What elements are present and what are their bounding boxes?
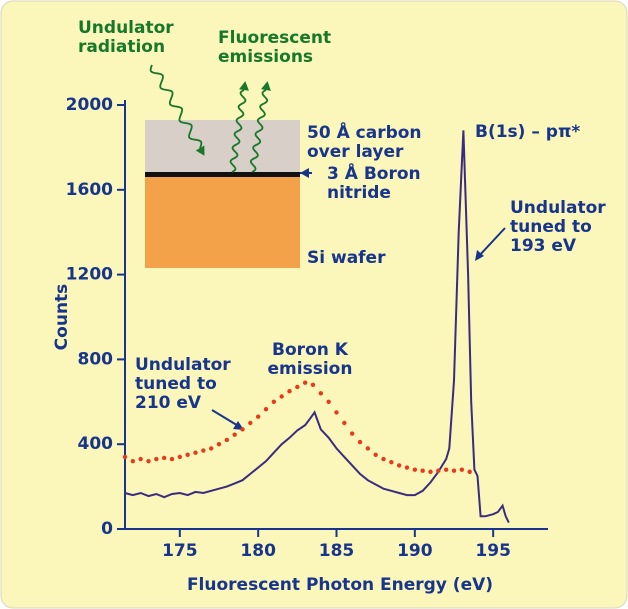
data-dot [342,420,347,426]
data-dot [216,442,222,447]
data-dot [302,380,308,385]
data-dot [365,446,371,451]
data-dot [326,399,331,404]
arrowhead [261,81,271,91]
data-dot [169,456,175,462]
arrowhead [195,145,205,156]
data-dot [279,394,284,399]
data-dot [248,420,253,426]
annotation: Undulator [510,198,606,218]
annotation: emission [268,359,353,379]
y-tick-label: 0 [101,519,113,539]
data-dot [255,414,261,419]
data-dot [467,469,472,474]
annotation: 193 eV [510,236,577,256]
wavy-arrow [149,64,203,149]
wavy-arrow [249,89,269,173]
data-dot [436,468,441,473]
x-tick-label: 195 [475,541,511,561]
data-dot [428,469,433,474]
data-dot [193,450,198,455]
data-dot [287,389,292,394]
data-dot [318,391,324,396]
annotation: 50 Å carbon [307,120,422,143]
data-dot [271,399,277,404]
data-line [124,130,510,524]
annotation: B(1s) – pπ* [475,122,580,142]
data-dot [389,460,394,465]
data-dot [334,410,339,415]
annotation: Fluorescent [218,28,331,48]
data-dot [459,467,465,472]
annotation: Undulator [135,355,231,375]
wavy-arrow [229,89,247,173]
annotation: Undulator [78,18,174,38]
annotation: Boron K [272,340,349,360]
si-wafer [145,177,300,268]
data-dot [161,455,167,461]
data-dot [420,468,425,473]
y-tick-label: 1200 [66,265,113,285]
x-tick-label: 175 [162,541,198,561]
data-dot [177,454,183,460]
y-tick-label: 2000 [66,95,113,115]
data-dot [357,439,363,445]
data-dot [295,384,300,390]
y-tick-label: 800 [78,349,114,369]
annotation: nitride [327,183,391,203]
data-dot [263,407,269,412]
data-dot [122,454,128,460]
data-dot [404,465,410,470]
bn-layer [145,172,300,177]
x-tick-label: 180 [240,541,276,561]
arrows [211,168,506,430]
data-dot [381,456,386,462]
annotation: Si wafer [307,248,386,268]
arrow [477,227,506,258]
y-axis-label: Counts [52,284,72,351]
carbon-layer [145,120,300,172]
y-tick-label: 1600 [66,180,113,200]
data-dot [130,458,136,464]
data-dot [224,437,230,443]
arrow [211,409,241,428]
data-dot [310,382,316,388]
data-dot [451,468,457,473]
annotation: emissions [218,47,313,67]
annotation: 3 Å Boron [327,161,421,184]
data-dot [154,456,159,462]
data-dot [185,452,190,457]
data-dot [396,463,402,468]
data-dot [201,448,206,453]
arrowhead [475,250,484,261]
data-dot [240,427,245,432]
annotation: 210 eV [135,393,202,413]
data-dot [146,458,151,464]
data-dot [349,431,355,436]
x-axis-label: Fluorescent Photon Energy (eV) [187,575,493,595]
data-dot [138,456,143,462]
data-dot [443,467,449,472]
x-tick-label: 185 [319,541,355,561]
annotation: radiation [78,37,165,57]
data-dot [208,446,214,451]
y-tick-label: 400 [78,434,114,454]
data-dot [232,432,237,437]
data-dot [412,467,418,472]
annotation: over layer [307,142,404,162]
arrowhead [239,81,249,91]
annotation: tuned to [510,217,592,237]
annotation: tuned to [135,374,217,394]
data-dot [373,452,378,457]
arrowhead [300,168,309,178]
x-tick-label: 190 [397,541,433,561]
